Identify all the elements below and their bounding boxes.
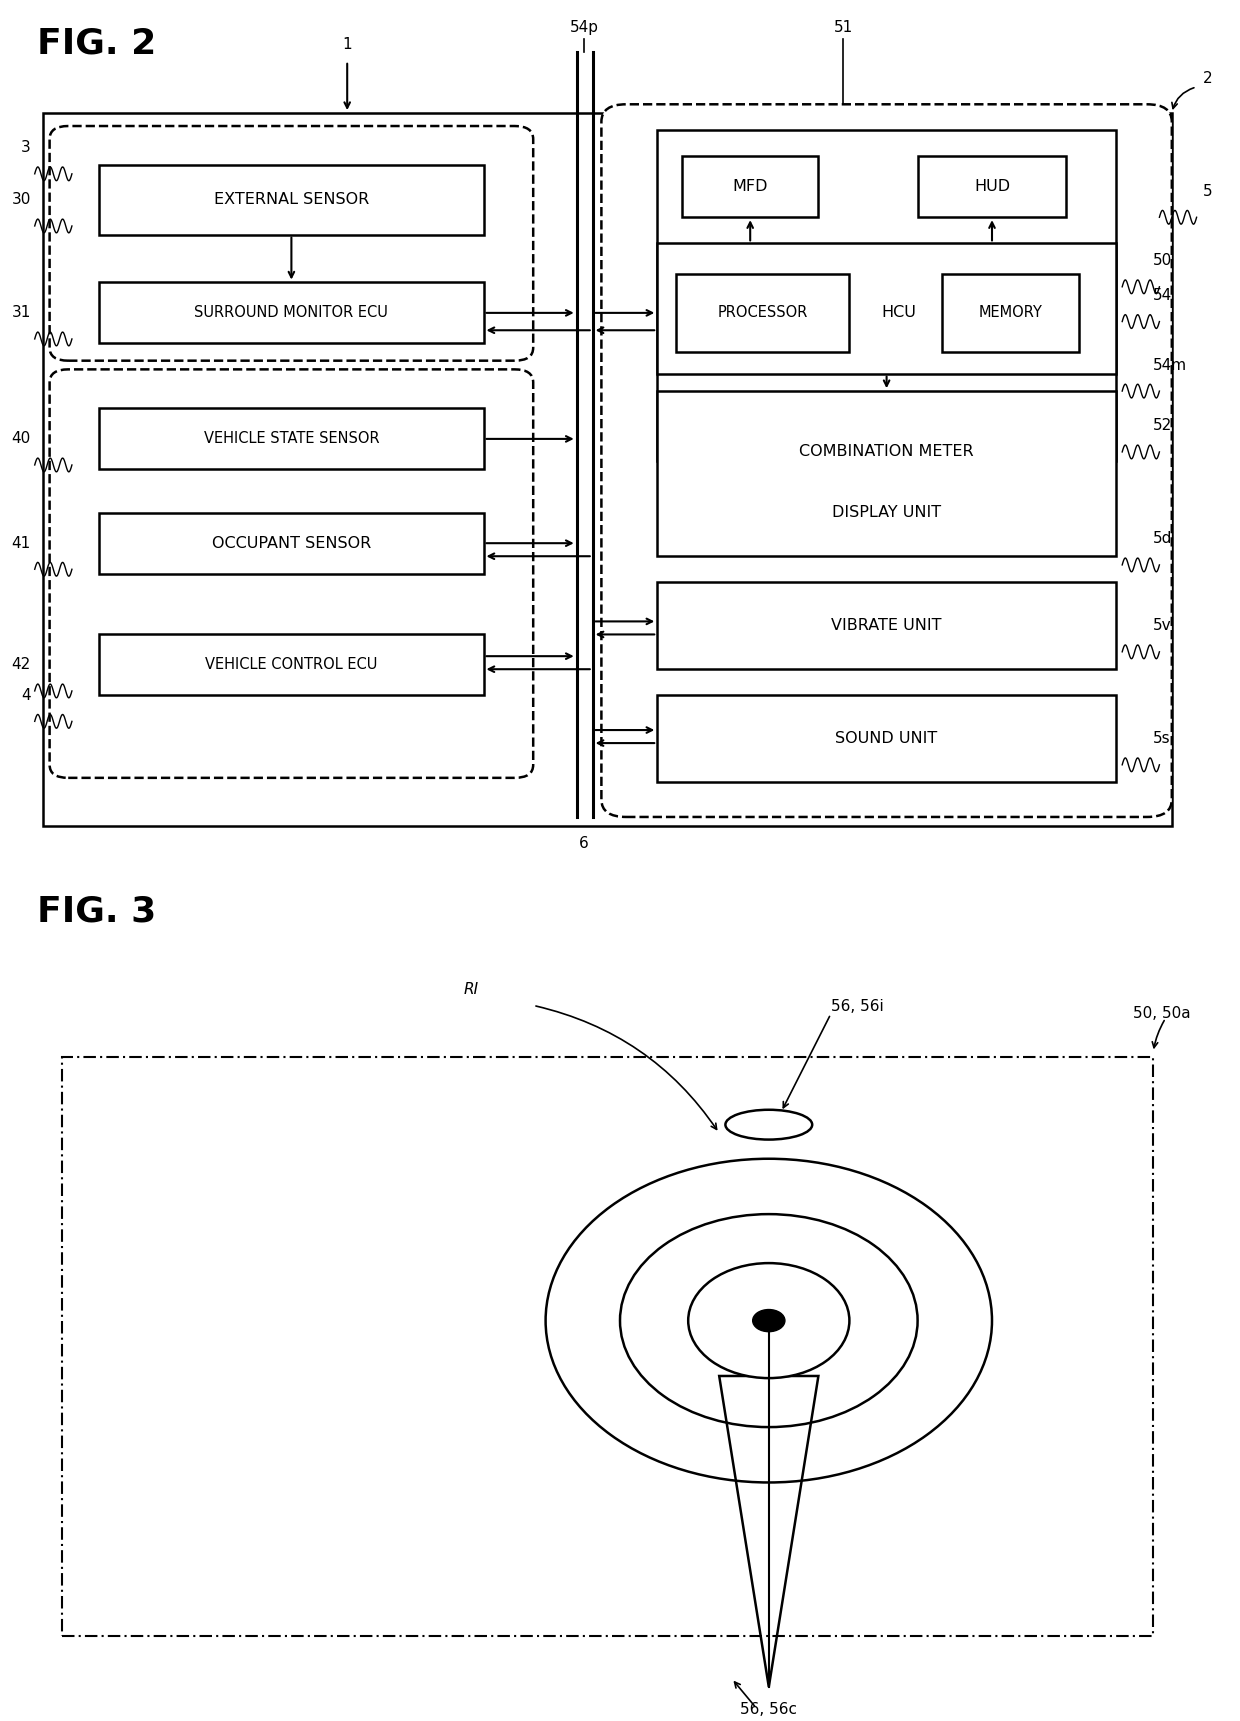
FancyBboxPatch shape xyxy=(50,126,533,361)
Text: HUD: HUD xyxy=(973,179,1011,194)
FancyBboxPatch shape xyxy=(601,105,1172,817)
Text: 54p: 54p xyxy=(569,19,599,34)
Circle shape xyxy=(753,1310,785,1332)
Text: 31: 31 xyxy=(11,305,31,320)
FancyBboxPatch shape xyxy=(682,157,818,217)
Text: SOUND UNIT: SOUND UNIT xyxy=(836,731,937,747)
FancyBboxPatch shape xyxy=(657,582,1116,669)
Text: 42: 42 xyxy=(11,657,31,673)
Ellipse shape xyxy=(546,1158,992,1482)
Text: RI: RI xyxy=(464,983,479,996)
Text: 2: 2 xyxy=(1203,71,1213,86)
Text: 40: 40 xyxy=(11,432,31,446)
FancyBboxPatch shape xyxy=(99,282,484,342)
FancyBboxPatch shape xyxy=(99,635,484,695)
Text: 54: 54 xyxy=(1153,287,1173,303)
FancyBboxPatch shape xyxy=(62,1057,1153,1635)
FancyBboxPatch shape xyxy=(43,114,1172,826)
FancyBboxPatch shape xyxy=(676,274,849,353)
Text: 3: 3 xyxy=(21,139,31,155)
Text: 6: 6 xyxy=(579,835,589,850)
FancyBboxPatch shape xyxy=(942,274,1079,353)
FancyBboxPatch shape xyxy=(918,157,1066,217)
Text: 54m: 54m xyxy=(1153,358,1188,372)
Text: 5d: 5d xyxy=(1153,532,1173,546)
Text: 30: 30 xyxy=(11,193,31,208)
Text: 51: 51 xyxy=(833,19,853,34)
Text: 1: 1 xyxy=(342,38,352,52)
Text: 52: 52 xyxy=(1153,418,1173,434)
Text: FIG. 2: FIG. 2 xyxy=(37,26,156,60)
Text: VEHICLE STATE SENSOR: VEHICLE STATE SENSOR xyxy=(203,432,379,446)
FancyBboxPatch shape xyxy=(99,408,484,470)
Text: VIBRATE UNIT: VIBRATE UNIT xyxy=(831,618,942,633)
Ellipse shape xyxy=(620,1213,918,1427)
Text: 5s: 5s xyxy=(1153,731,1171,747)
FancyBboxPatch shape xyxy=(50,370,533,778)
Text: 50: 50 xyxy=(1153,253,1173,268)
Ellipse shape xyxy=(725,1110,812,1139)
Text: MEMORY: MEMORY xyxy=(978,305,1043,320)
FancyBboxPatch shape xyxy=(99,165,484,234)
Text: EXTERNAL SENSOR: EXTERNAL SENSOR xyxy=(213,193,370,208)
FancyBboxPatch shape xyxy=(657,391,1116,556)
Text: FIG. 3: FIG. 3 xyxy=(37,895,156,929)
Text: PROCESSOR: PROCESSOR xyxy=(718,305,807,320)
Text: COMBINATION METER: COMBINATION METER xyxy=(800,444,973,460)
Text: 56, 56c: 56, 56c xyxy=(740,1702,797,1718)
Ellipse shape xyxy=(688,1263,849,1379)
Text: 41: 41 xyxy=(11,535,31,551)
Text: OCCUPANT SENSOR: OCCUPANT SENSOR xyxy=(212,535,371,551)
Text: DISPLAY UNIT: DISPLAY UNIT xyxy=(832,506,941,520)
FancyBboxPatch shape xyxy=(657,243,1116,373)
Text: 4: 4 xyxy=(21,688,31,702)
FancyBboxPatch shape xyxy=(657,695,1116,781)
Text: 5v: 5v xyxy=(1153,618,1172,633)
Text: VEHICLE CONTROL ECU: VEHICLE CONTROL ECU xyxy=(205,657,378,673)
Text: 56, 56i: 56, 56i xyxy=(831,998,884,1014)
FancyBboxPatch shape xyxy=(657,131,1116,461)
Text: 50, 50a: 50, 50a xyxy=(1133,1007,1190,1022)
FancyBboxPatch shape xyxy=(99,513,484,573)
Text: HCU: HCU xyxy=(882,305,916,320)
Text: MFD: MFD xyxy=(733,179,768,194)
Text: 5: 5 xyxy=(1203,184,1213,198)
Text: SURROUND MONITOR ECU: SURROUND MONITOR ECU xyxy=(195,305,388,320)
